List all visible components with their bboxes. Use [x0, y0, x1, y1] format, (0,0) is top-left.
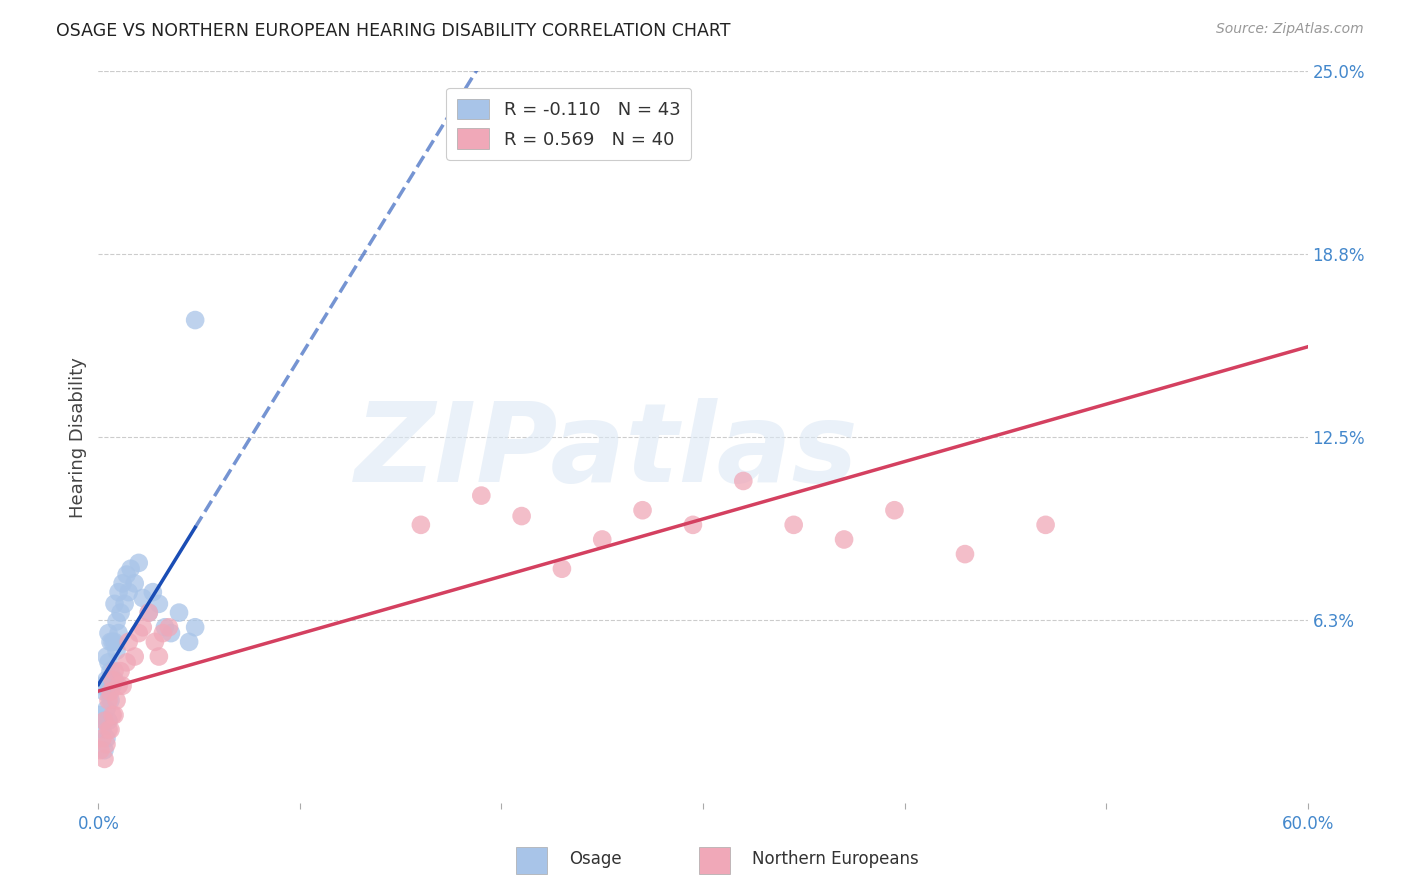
Point — [783, 517, 806, 532]
Point — [160, 626, 183, 640]
Point — [103, 664, 125, 678]
Point — [138, 606, 160, 620]
Point — [153, 620, 176, 634]
Text: Northern Europeans: Northern Europeans — [752, 850, 920, 868]
Point — [132, 620, 155, 634]
Point — [631, 503, 654, 517]
Point — [883, 503, 905, 517]
Point — [682, 517, 704, 532]
Point — [115, 567, 138, 582]
Point — [110, 664, 132, 678]
Point — [124, 649, 146, 664]
Point — [97, 626, 120, 640]
Point — [93, 684, 115, 698]
Point — [93, 752, 115, 766]
Point — [142, 585, 165, 599]
Text: OSAGE VS NORTHERN EUROPEAN HEARING DISABILITY CORRELATION CHART: OSAGE VS NORTHERN EUROPEAN HEARING DISAB… — [56, 22, 731, 40]
Point — [124, 576, 146, 591]
Point — [93, 714, 115, 728]
Point — [101, 635, 124, 649]
Point — [470, 489, 492, 503]
Point — [97, 714, 120, 728]
Point — [93, 714, 115, 728]
Point — [114, 597, 136, 611]
Point — [591, 533, 613, 547]
Point — [128, 556, 150, 570]
Point — [167, 606, 190, 620]
Point — [118, 635, 141, 649]
Point — [128, 626, 150, 640]
Point — [120, 562, 142, 576]
Text: ZIPatlas: ZIPatlas — [354, 398, 858, 505]
Point — [148, 649, 170, 664]
Point — [152, 626, 174, 640]
Point — [551, 562, 574, 576]
Point — [101, 679, 124, 693]
Point — [103, 708, 125, 723]
Point — [733, 474, 755, 488]
Text: Source: ZipAtlas.com: Source: ZipAtlas.com — [1216, 22, 1364, 37]
Point — [157, 620, 180, 634]
Point — [96, 673, 118, 687]
Point — [91, 723, 114, 737]
Point — [132, 591, 155, 605]
Legend: R = -0.110   N = 43, R = 0.569   N = 40: R = -0.110 N = 43, R = 0.569 N = 40 — [446, 87, 692, 160]
Point — [100, 723, 122, 737]
Point — [107, 585, 129, 599]
Point — [111, 679, 134, 693]
Point — [97, 723, 120, 737]
Point — [96, 731, 118, 746]
Point — [100, 693, 122, 707]
Point — [96, 649, 118, 664]
Point — [107, 679, 129, 693]
Point — [100, 664, 122, 678]
Point — [103, 597, 125, 611]
Point — [953, 547, 976, 561]
Point — [184, 620, 207, 634]
Point — [148, 597, 170, 611]
Point — [115, 656, 138, 670]
Point — [1035, 517, 1057, 532]
Point — [100, 635, 122, 649]
Point — [409, 517, 432, 532]
Point — [89, 743, 111, 757]
Point — [96, 737, 118, 751]
Point — [111, 576, 134, 591]
Point — [93, 743, 115, 757]
Point — [510, 509, 533, 524]
Point — [107, 626, 129, 640]
Point — [101, 673, 124, 687]
Point — [184, 313, 207, 327]
Text: Osage: Osage — [569, 850, 621, 868]
Point — [138, 606, 160, 620]
Point — [96, 702, 118, 716]
Point — [89, 708, 111, 723]
Point — [105, 693, 128, 707]
Point — [179, 635, 201, 649]
Y-axis label: Hearing Disability: Hearing Disability — [69, 357, 87, 517]
Point — [97, 656, 120, 670]
Point — [832, 533, 855, 547]
Point — [91, 731, 114, 746]
Point — [105, 643, 128, 657]
Point — [105, 615, 128, 629]
Point — [101, 708, 124, 723]
Point — [100, 684, 122, 698]
Point — [143, 635, 166, 649]
Point — [91, 679, 114, 693]
Point — [103, 673, 125, 687]
Point — [110, 606, 132, 620]
Point — [103, 635, 125, 649]
Point — [118, 585, 141, 599]
Point — [97, 684, 120, 698]
Point — [97, 693, 120, 707]
